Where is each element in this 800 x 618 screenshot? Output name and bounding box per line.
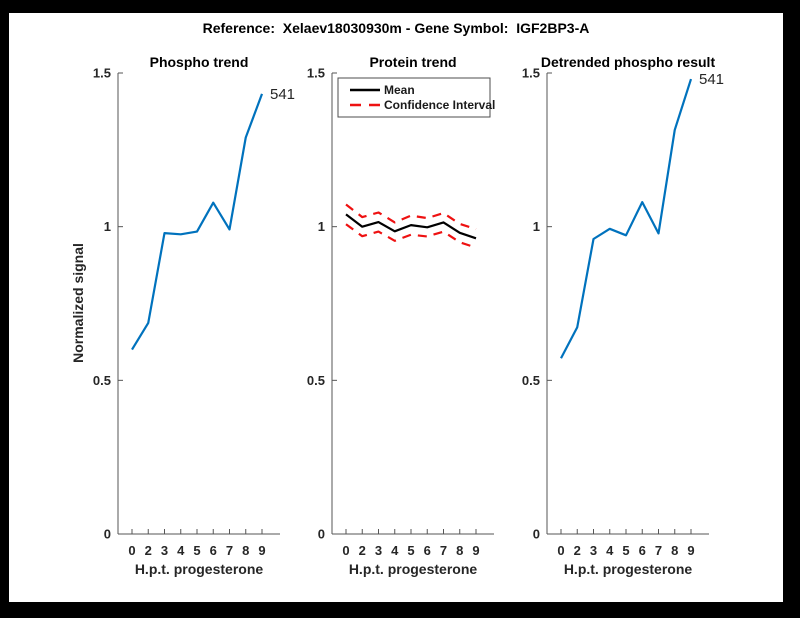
x-tick-label: 7 <box>226 543 233 558</box>
x-tick-label: 4 <box>177 543 185 558</box>
series-line-ci-upper <box>345 203 477 231</box>
x-tick-label: 5 <box>193 543 200 558</box>
x-tick-label: 4 <box>391 543 399 558</box>
x-tick-label: 5 <box>407 543 414 558</box>
legend-label: Confidence Interval <box>384 98 495 112</box>
y-tick-label: 0 <box>104 527 111 542</box>
y-tick-label: 1.5 <box>522 66 540 81</box>
y-tick-label: 0 <box>318 527 325 542</box>
x-tick-label: 9 <box>472 543 479 558</box>
x-tick-label: 6 <box>639 543 646 558</box>
x-tick-label: 0 <box>342 543 349 558</box>
subplot-title: Protein trend <box>369 54 456 70</box>
x-tick-label: 2 <box>574 543 581 558</box>
x-tick-label: 6 <box>424 543 431 558</box>
x-tick-label: 2 <box>145 543 152 558</box>
y-tick-label: 0.5 <box>522 373 540 388</box>
x-tick-label: 9 <box>258 543 265 558</box>
x-axis-label: H.p.t. progesterone <box>564 561 693 577</box>
y-tick-label: 1 <box>104 219 111 234</box>
x-tick-label: 5 <box>622 543 629 558</box>
subplot-title: Detrended phospho result <box>541 54 716 70</box>
y-tick-label: 1 <box>533 219 540 234</box>
series-line-mean <box>345 213 477 240</box>
figure-title: Reference: Xelaev18030930m - Gene Symbol… <box>202 20 590 36</box>
y-tick-label: 1.5 <box>307 66 325 81</box>
x-tick-label: 3 <box>375 543 382 558</box>
y-tick-label: 1.5 <box>93 66 111 81</box>
x-axis-label: H.p.t. progesterone <box>135 561 264 577</box>
figure-area: Reference: Xelaev18030930m - Gene Symbol… <box>9 13 783 602</box>
y-tick-label: 0.5 <box>307 373 325 388</box>
x-tick-label: 4 <box>606 543 614 558</box>
x-tick-label: 6 <box>210 543 217 558</box>
legend-box <box>337 77 491 118</box>
x-tick-label: 7 <box>655 543 662 558</box>
x-tick-label: 0 <box>557 543 564 558</box>
y-tick-label: 0.5 <box>93 373 111 388</box>
x-tick-label: 9 <box>687 543 694 558</box>
x-tick-label: 3 <box>590 543 597 558</box>
x-tick-label: 8 <box>671 543 678 558</box>
series-line-phospho-trend <box>131 93 264 351</box>
x-tick-label: 0 <box>128 543 135 558</box>
subplot-title: Phospho trend <box>150 54 249 70</box>
x-tick-label: 8 <box>456 543 463 558</box>
series-annotation: 541 <box>699 71 724 88</box>
legend-label: Mean <box>384 83 415 97</box>
y-axis-label: Normalized signal <box>70 243 86 363</box>
x-tick-label: 8 <box>242 543 249 558</box>
x-tick-label: 7 <box>440 543 447 558</box>
y-tick-label: 1 <box>318 219 325 234</box>
x-tick-label: 3 <box>161 543 168 558</box>
series-line-detrended-phospho <box>560 78 693 359</box>
series-annotation: 541 <box>270 86 295 103</box>
x-tick-label: 2 <box>359 543 366 558</box>
series-line-ci-lower <box>345 223 477 249</box>
x-axis-label: H.p.t. progesterone <box>349 561 478 577</box>
y-tick-label: 0 <box>533 527 540 542</box>
